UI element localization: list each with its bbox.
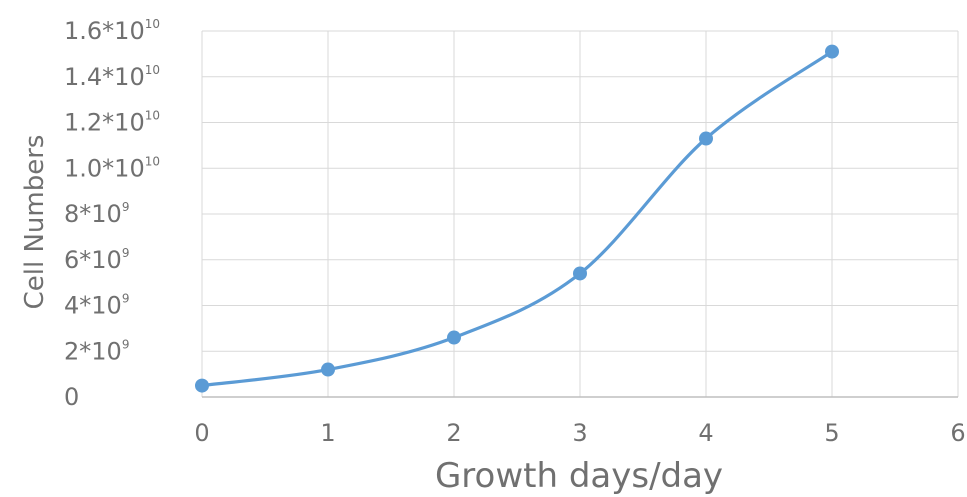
- x-tick-labels: 0 1 2 3 4 5 6: [194, 419, 965, 447]
- data-series: [195, 44, 839, 393]
- y-tick-label: 1.4*1010: [64, 63, 160, 91]
- y-tick-label: 1.0*1010: [64, 154, 160, 182]
- data-point: [321, 362, 335, 377]
- y-tick-label: 8*109: [64, 200, 129, 228]
- y-axis-title: Cell Numbers: [20, 135, 50, 310]
- data-point: [573, 266, 587, 281]
- y-tick-label: 4*109: [64, 292, 129, 320]
- x-tick-label: 4: [698, 419, 713, 447]
- y-tick-label: 6*109: [64, 246, 129, 274]
- x-tick-label: 3: [572, 419, 587, 447]
- y-tick-label: 1.6*1010: [64, 17, 160, 45]
- data-point: [825, 44, 839, 59]
- y-tick-label: 2*109: [64, 337, 129, 365]
- x-tick-label: 1: [320, 419, 335, 447]
- x-tick-label: 5: [824, 419, 839, 447]
- x-tick-label: 2: [446, 419, 461, 447]
- y-tick-label: 1.2*1010: [64, 109, 160, 137]
- x-tick-label: 6: [950, 419, 965, 447]
- data-point: [195, 378, 209, 393]
- data-point: [447, 330, 461, 345]
- data-point: [699, 131, 713, 146]
- x-tick-label: 0: [194, 419, 209, 447]
- x-axis-title: Growth days/day: [435, 456, 723, 496]
- series-line: [200, 49, 834, 388]
- y-tick-labels: 0 2*109 4*109 6*109 8*109 1.0*1010 1.2*1010 1.4…: [64, 17, 160, 411]
- y-tick-label: 0: [64, 383, 79, 411]
- gridlines: [201, 30, 959, 397]
